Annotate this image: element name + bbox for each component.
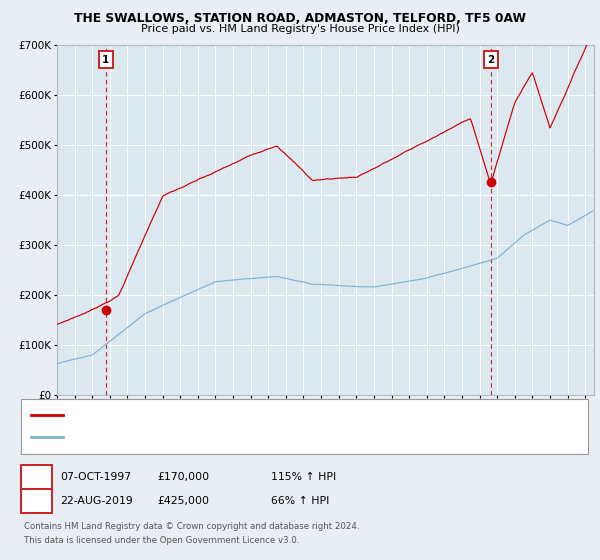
Text: 66% ↑ HPI: 66% ↑ HPI: [271, 496, 329, 506]
Text: 22-AUG-2019: 22-AUG-2019: [60, 496, 133, 506]
Text: 115% ↑ HPI: 115% ↑ HPI: [271, 472, 337, 482]
Text: Price paid vs. HM Land Registry's House Price Index (HPI): Price paid vs. HM Land Registry's House …: [140, 24, 460, 34]
Text: THE SWALLOWS, STATION ROAD, ADMASTON, TELFORD, TF5 0AW (detached house): THE SWALLOWS, STATION ROAD, ADMASTON, TE…: [70, 410, 480, 421]
Text: £170,000: £170,000: [157, 472, 209, 482]
Text: Contains HM Land Registry data © Crown copyright and database right 2024.: Contains HM Land Registry data © Crown c…: [24, 522, 359, 531]
Text: 2: 2: [32, 494, 41, 508]
Text: HPI: Average price, detached house, Telford and Wrekin: HPI: Average price, detached house, Telf…: [70, 432, 341, 442]
Text: 07-OCT-1997: 07-OCT-1997: [60, 472, 131, 482]
Text: 2: 2: [487, 55, 494, 65]
Text: This data is licensed under the Open Government Licence v3.0.: This data is licensed under the Open Gov…: [24, 536, 299, 545]
Text: £425,000: £425,000: [157, 496, 209, 506]
Text: 1: 1: [32, 470, 41, 484]
Text: 1: 1: [102, 55, 109, 65]
Text: THE SWALLOWS, STATION ROAD, ADMASTON, TELFORD, TF5 0AW: THE SWALLOWS, STATION ROAD, ADMASTON, TE…: [74, 12, 526, 25]
